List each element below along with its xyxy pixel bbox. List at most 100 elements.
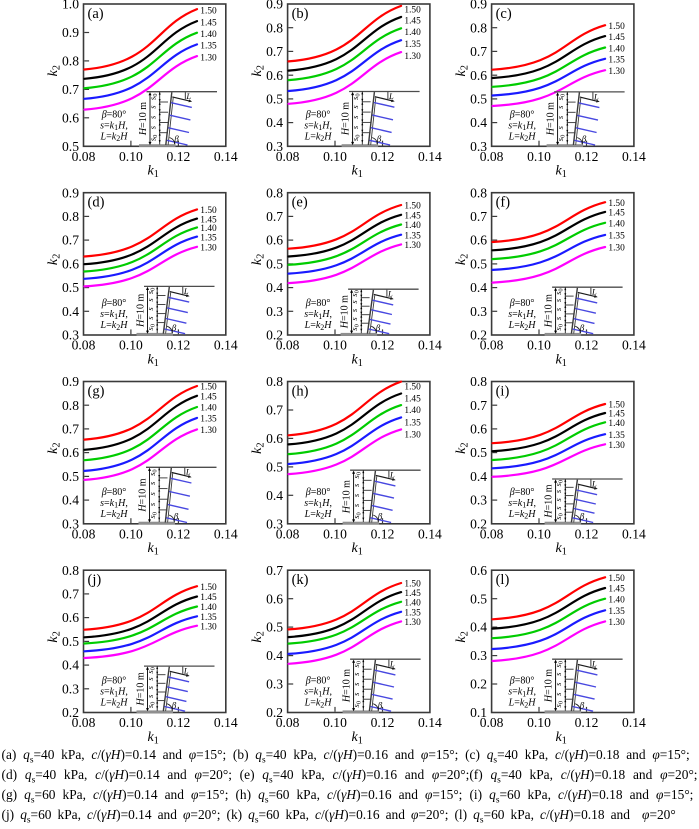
svg-text:0.08: 0.08	[72, 715, 96, 730]
svg-text:1.35: 1.35	[404, 40, 421, 50]
svg-text:0.12: 0.12	[575, 715, 599, 730]
svg-text:L=k2H: L=k2H	[508, 698, 537, 710]
svg-text:1.45: 1.45	[608, 585, 625, 595]
svg-text:1.35: 1.35	[200, 613, 217, 623]
svg-text:1.45: 1.45	[404, 589, 421, 599]
svg-text:s0: s0	[555, 94, 567, 101]
svg-text:1.45: 1.45	[608, 33, 625, 43]
svg-text:s0: s0	[351, 701, 363, 708]
svg-text:0.08: 0.08	[276, 715, 300, 730]
svg-text:s: s	[145, 307, 155, 311]
svg-text:(c): (c)	[496, 6, 512, 22]
svg-text:H=10 m: H=10 m	[339, 295, 350, 329]
svg-text:0.4: 0.4	[266, 648, 283, 663]
svg-text:1.40: 1.40	[608, 595, 625, 605]
svg-text:0.10: 0.10	[323, 149, 347, 164]
svg-text:1.35: 1.35	[200, 42, 217, 52]
svg-text:β: β	[579, 323, 585, 333]
svg-text:s0: s0	[553, 661, 565, 668]
svg-text:0.12: 0.12	[575, 149, 599, 164]
svg-text:s=k1H,: s=k1H,	[304, 120, 332, 132]
svg-text:s0: s0	[553, 480, 565, 487]
svg-text:1.35: 1.35	[200, 415, 217, 425]
svg-text:(a): (a)	[88, 6, 104, 22]
svg-text:0.5: 0.5	[266, 257, 283, 272]
svg-text:1.30: 1.30	[200, 622, 217, 632]
svg-text:0.3: 0.3	[266, 516, 283, 531]
svg-text:1.40: 1.40	[404, 28, 421, 38]
svg-text:0.10: 0.10	[527, 338, 551, 353]
svg-text:β=80°: β=80°	[509, 298, 535, 309]
svg-text:β=80°: β=80°	[305, 676, 331, 687]
svg-text:s0: s0	[553, 513, 565, 520]
svg-text:0.3: 0.3	[470, 304, 487, 319]
svg-text:L=k2H: L=k2H	[100, 698, 129, 710]
svg-text:s0: s0	[147, 469, 159, 476]
svg-text:0.7: 0.7	[470, 398, 487, 413]
svg-text:β: β	[171, 323, 177, 333]
svg-text:β: β	[377, 512, 383, 522]
svg-text:s: s	[350, 125, 360, 129]
svg-text:s: s	[555, 105, 565, 109]
svg-text:s0: s0	[349, 324, 361, 331]
svg-text:0.3: 0.3	[470, 139, 487, 154]
svg-text:1.30: 1.30	[404, 618, 421, 628]
svg-text:s: s	[553, 682, 563, 686]
svg-text:0.12: 0.12	[371, 526, 395, 541]
svg-text:β=80°: β=80°	[305, 298, 331, 309]
svg-text:s=k1H,: s=k1H,	[508, 498, 536, 510]
svg-text:0.14: 0.14	[622, 338, 646, 353]
svg-text:0.7: 0.7	[62, 233, 79, 248]
svg-text:(g): (g)	[88, 383, 105, 399]
svg-text:k2: k2	[46, 65, 63, 76]
svg-text:s: s	[351, 483, 361, 487]
svg-text:0.10: 0.10	[119, 149, 143, 164]
svg-text:L: L	[389, 470, 395, 480]
svg-text:0.8: 0.8	[266, 20, 283, 35]
svg-text:H=10 m: H=10 m	[341, 669, 352, 703]
svg-text:s: s	[555, 115, 565, 119]
svg-text:L=k2H: L=k2H	[304, 320, 333, 332]
svg-text:1.30: 1.30	[404, 430, 421, 440]
svg-text:0.10: 0.10	[119, 715, 143, 730]
svg-text:1.45: 1.45	[404, 17, 421, 27]
svg-text:0.08: 0.08	[480, 526, 504, 541]
svg-text:β=80°: β=80°	[101, 676, 127, 687]
svg-text:s0: s0	[147, 512, 159, 519]
svg-text:1.30: 1.30	[608, 441, 625, 451]
svg-text:H=10 m: H=10 m	[137, 478, 148, 512]
svg-text:1.35: 1.35	[608, 431, 625, 441]
svg-text:k2: k2	[250, 631, 267, 642]
svg-text:0.5: 0.5	[470, 591, 487, 606]
svg-text:s: s	[553, 298, 563, 302]
svg-text:0.2: 0.2	[470, 516, 487, 531]
svg-text:0.4: 0.4	[470, 620, 487, 635]
svg-text:s0: s0	[148, 135, 160, 142]
svg-text:0.7: 0.7	[470, 209, 487, 224]
svg-text:0.4: 0.4	[266, 488, 283, 503]
svg-text:1.45: 1.45	[200, 18, 217, 28]
svg-text:0.3: 0.3	[266, 677, 283, 692]
svg-text:0.3: 0.3	[62, 516, 79, 531]
svg-text:1.40: 1.40	[404, 599, 421, 609]
svg-text:0.12: 0.12	[575, 338, 599, 353]
svg-text:1.30: 1.30	[608, 67, 625, 77]
svg-text:k1: k1	[147, 164, 158, 181]
svg-text:s=k1H,: s=k1H,	[100, 687, 128, 699]
svg-text:s: s	[351, 493, 361, 497]
svg-text:0.14: 0.14	[622, 715, 646, 730]
svg-text:β=80°: β=80°	[101, 298, 127, 309]
svg-text:0.7: 0.7	[266, 209, 283, 224]
svg-text:H=10 m: H=10 m	[341, 480, 352, 514]
svg-text:0.08: 0.08	[72, 338, 96, 353]
svg-text:0.7: 0.7	[266, 44, 283, 59]
svg-text:H=10 m: H=10 m	[135, 294, 146, 328]
svg-text:0.10: 0.10	[119, 526, 143, 541]
svg-text:0.4: 0.4	[62, 493, 79, 508]
svg-text:1.45: 1.45	[200, 215, 217, 225]
svg-text:s: s	[145, 677, 155, 681]
svg-text:1.50: 1.50	[200, 383, 217, 393]
svg-text:s0: s0	[145, 702, 157, 709]
svg-text:1.35: 1.35	[608, 56, 625, 66]
svg-text:0.14: 0.14	[214, 526, 238, 541]
